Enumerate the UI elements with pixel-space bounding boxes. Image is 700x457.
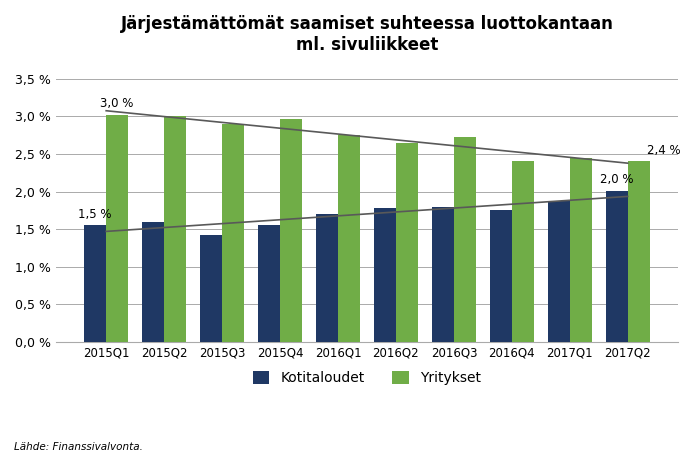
Bar xyxy=(222,124,244,342)
Bar xyxy=(338,135,360,342)
Bar xyxy=(106,115,128,342)
Title: Järjestämättömät saamiset suhteessa luottokantaan
ml. sivuliikkeet: Järjestämättömät saamiset suhteessa luot… xyxy=(120,15,613,54)
Bar xyxy=(432,207,454,342)
Bar xyxy=(512,161,534,342)
Bar xyxy=(142,222,164,342)
Bar xyxy=(490,210,512,342)
Bar xyxy=(84,225,106,342)
Bar xyxy=(396,143,418,342)
Bar xyxy=(548,202,570,342)
Text: Lähde: Finanssivalvonta.: Lähde: Finanssivalvonta. xyxy=(14,442,143,452)
Bar xyxy=(316,214,338,342)
Legend: Kotitaloudet, Yritykset: Kotitaloudet, Yritykset xyxy=(247,366,486,391)
Bar xyxy=(628,161,650,342)
Bar xyxy=(200,235,222,342)
Text: 2,4 %: 2,4 % xyxy=(648,144,681,157)
Bar xyxy=(570,159,592,342)
Text: 3,0 %: 3,0 % xyxy=(101,97,134,110)
Text: 2,0 %: 2,0 % xyxy=(600,173,634,186)
Bar xyxy=(280,119,302,342)
Bar xyxy=(258,225,280,342)
Text: 1,5 %: 1,5 % xyxy=(78,208,112,221)
Bar xyxy=(454,137,476,342)
Bar xyxy=(164,117,186,342)
Bar xyxy=(606,191,628,342)
Bar xyxy=(374,208,396,342)
